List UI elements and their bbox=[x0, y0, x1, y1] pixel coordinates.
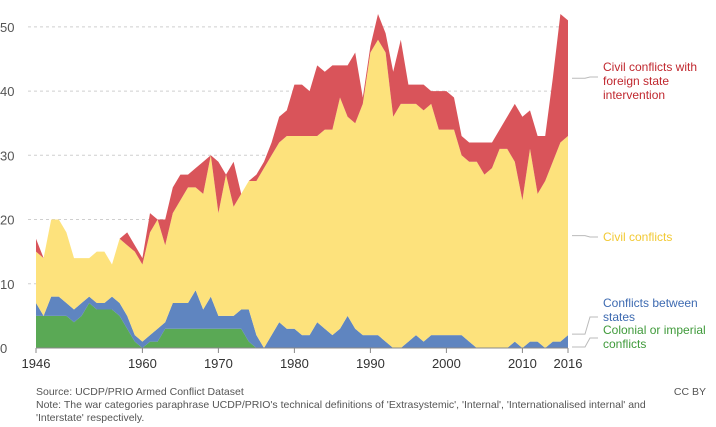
axes: 1946 1960 1970 1980 1990 2000 2010 2016 bbox=[22, 347, 583, 371]
label-civil-foreign-line1: Civil conflicts with bbox=[603, 60, 697, 74]
label-between-line1: Conflicts between bbox=[603, 296, 698, 310]
label-colonial-line2: conflicts bbox=[603, 337, 646, 351]
area-conflicts-between-states bbox=[36, 290, 568, 348]
y-tick-0: 0 bbox=[0, 341, 7, 356]
x-tick-1946: 1946 bbox=[22, 356, 51, 371]
leader-civil-foreign bbox=[572, 76, 598, 79]
y-tick-10: 10 bbox=[0, 277, 14, 292]
x-tick-1980: 1980 bbox=[280, 356, 309, 371]
label-civil-line1: Civil conflicts bbox=[603, 230, 672, 244]
x-tick-2010: 2010 bbox=[508, 356, 537, 371]
definitions-note: Note: The war categories paraphrase UCDP… bbox=[36, 399, 646, 424]
label-civil-foreign-line2: foreign state bbox=[603, 74, 669, 88]
leader-civil bbox=[572, 235, 598, 238]
stacked-areas bbox=[36, 14, 568, 348]
label-civil-foreign-line3: intervention bbox=[603, 88, 665, 102]
area-colonial-or-imperial-conflicts bbox=[36, 303, 568, 348]
source-note: Source: UCDP/PRIO Armed Conflict Dataset bbox=[36, 386, 244, 398]
series-labels: Civil conflicts with foreign state inter… bbox=[603, 60, 706, 351]
x-tick-2000: 2000 bbox=[432, 356, 461, 371]
license-link[interactable]: CC BY bbox=[673, 386, 706, 398]
y-tick-30: 30 bbox=[0, 148, 14, 163]
x-tick-1970: 1970 bbox=[204, 356, 233, 371]
leader-between bbox=[572, 316, 598, 335]
x-tick-1960: 1960 bbox=[128, 356, 157, 371]
x-tick-2016: 2016 bbox=[554, 356, 583, 371]
y-tick-40: 40 bbox=[0, 84, 14, 99]
label-colonial-line1: Colonial or imperial bbox=[603, 323, 706, 337]
legend-leader-lines bbox=[572, 76, 598, 348]
area-civil-conflicts bbox=[36, 39, 568, 348]
leader-colonial bbox=[572, 337, 598, 348]
area-civil-conflicts-with-foreign-state-intervention bbox=[36, 14, 568, 265]
y-tick-20: 20 bbox=[0, 213, 14, 228]
x-tick-1990: 1990 bbox=[356, 356, 385, 371]
y-tick-50: 50 bbox=[0, 20, 14, 35]
label-between-line2: states bbox=[603, 310, 635, 324]
